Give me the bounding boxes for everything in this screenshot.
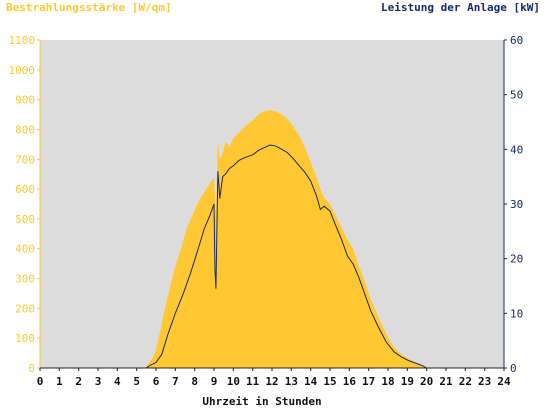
x-tick-label: 2 [75,375,82,388]
x-tick-label: 11 [246,375,260,388]
x-tick-label: 1 [56,375,63,388]
axes-layer: 0100200300400500600700800900100011000102… [9,34,524,388]
left-tick-label: 1100 [9,34,36,47]
left-tick-label: 600 [15,183,35,196]
right-tick-label: 30 [510,198,523,211]
left-tick-label: 1000 [9,64,36,77]
x-tick-label: 9 [211,375,218,388]
right-tick-label: 10 [510,307,523,320]
x-tick-label: 3 [95,375,102,388]
right-tick-label: 0 [510,362,517,375]
x-tick-label: 20 [420,375,433,388]
x-tick-label: 16 [343,375,357,388]
x-tick-label: 14 [304,375,318,388]
x-tick-label: 6 [153,375,160,388]
x-tick-label: 4 [114,375,121,388]
left-tick-label: 900 [15,94,35,107]
x-tick-label: 7 [172,375,179,388]
right-tick-label: 60 [510,34,523,47]
left-tick-label: 400 [15,243,35,256]
x-tick-label: 17 [362,375,375,388]
series-layer [40,110,504,369]
left-tick-label: 500 [15,213,35,226]
right-tick-label: 40 [510,143,523,156]
right-tick-label: 20 [510,253,523,266]
x-tick-label: 10 [227,375,240,388]
x-tick-label: 0 [37,375,44,388]
right-tick-label: 50 [510,89,523,102]
x-tick-label: 5 [133,375,140,388]
x-tick-label: 23 [478,375,491,388]
left-tick-label: 700 [15,153,35,166]
left-tick-label: 0 [28,362,35,375]
x-tick-label: 8 [191,375,198,388]
left-axis-title: Bestrahlungsstärke [W/qm] [6,1,172,14]
x-tick-label: 13 [285,375,298,388]
x-tick-label: 12 [265,375,278,388]
left-tick-label: 300 [15,273,35,286]
x-axis-label: Uhrzeit in Stunden [202,395,321,408]
right-axis-title: Leistung der Anlage [kW] [381,1,540,14]
x-tick-label: 21 [439,375,453,388]
x-tick-label: 22 [459,375,472,388]
series-line-power [40,144,504,369]
x-tick-label: 24 [497,375,511,388]
left-tick-label: 800 [15,123,35,136]
left-tick-label: 100 [15,332,35,345]
left-tick-label: 200 [15,302,35,315]
series-area-irradiance [40,110,504,368]
x-tick-label: 18 [381,375,394,388]
x-tick-label: 15 [323,375,336,388]
x-tick-label: 19 [401,375,414,388]
